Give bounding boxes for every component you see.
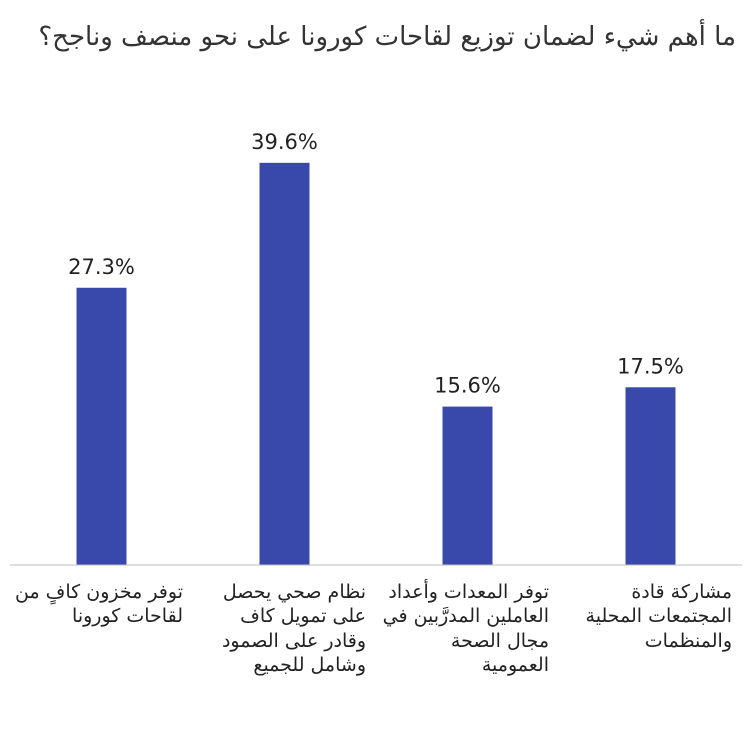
value-label-4: 17.5% — [617, 354, 684, 378]
bar-4 — [625, 387, 676, 565]
category-label-2: نظام صحي يحصل على تمويل كاف وقادر على ال… — [221, 581, 366, 676]
category-label-3: توفر المعدات وأعداد العاملين المدرَّبين … — [382, 581, 549, 676]
value-labels-group: 27.3% 39.6% 15.6% 17.5% — [68, 130, 684, 398]
value-label-1: 27.3% — [68, 255, 135, 279]
bars-group — [76, 162, 676, 565]
value-label-2: 39.6% — [251, 130, 318, 154]
value-label-3: 15.6% — [434, 374, 501, 398]
bar-3 — [442, 406, 493, 565]
chart-title: ما أهم شيء لضمان توزيع لقاحات كورونا على… — [38, 22, 736, 52]
bar-1 — [76, 287, 127, 565]
category-label-1: توفر مخزون كافٍ من لقاحات كورونا — [14, 581, 183, 628]
category-label-4: مشاركة قادة المجتمعات المحلية والمنظمات — [585, 581, 732, 652]
bar-2 — [259, 162, 310, 565]
